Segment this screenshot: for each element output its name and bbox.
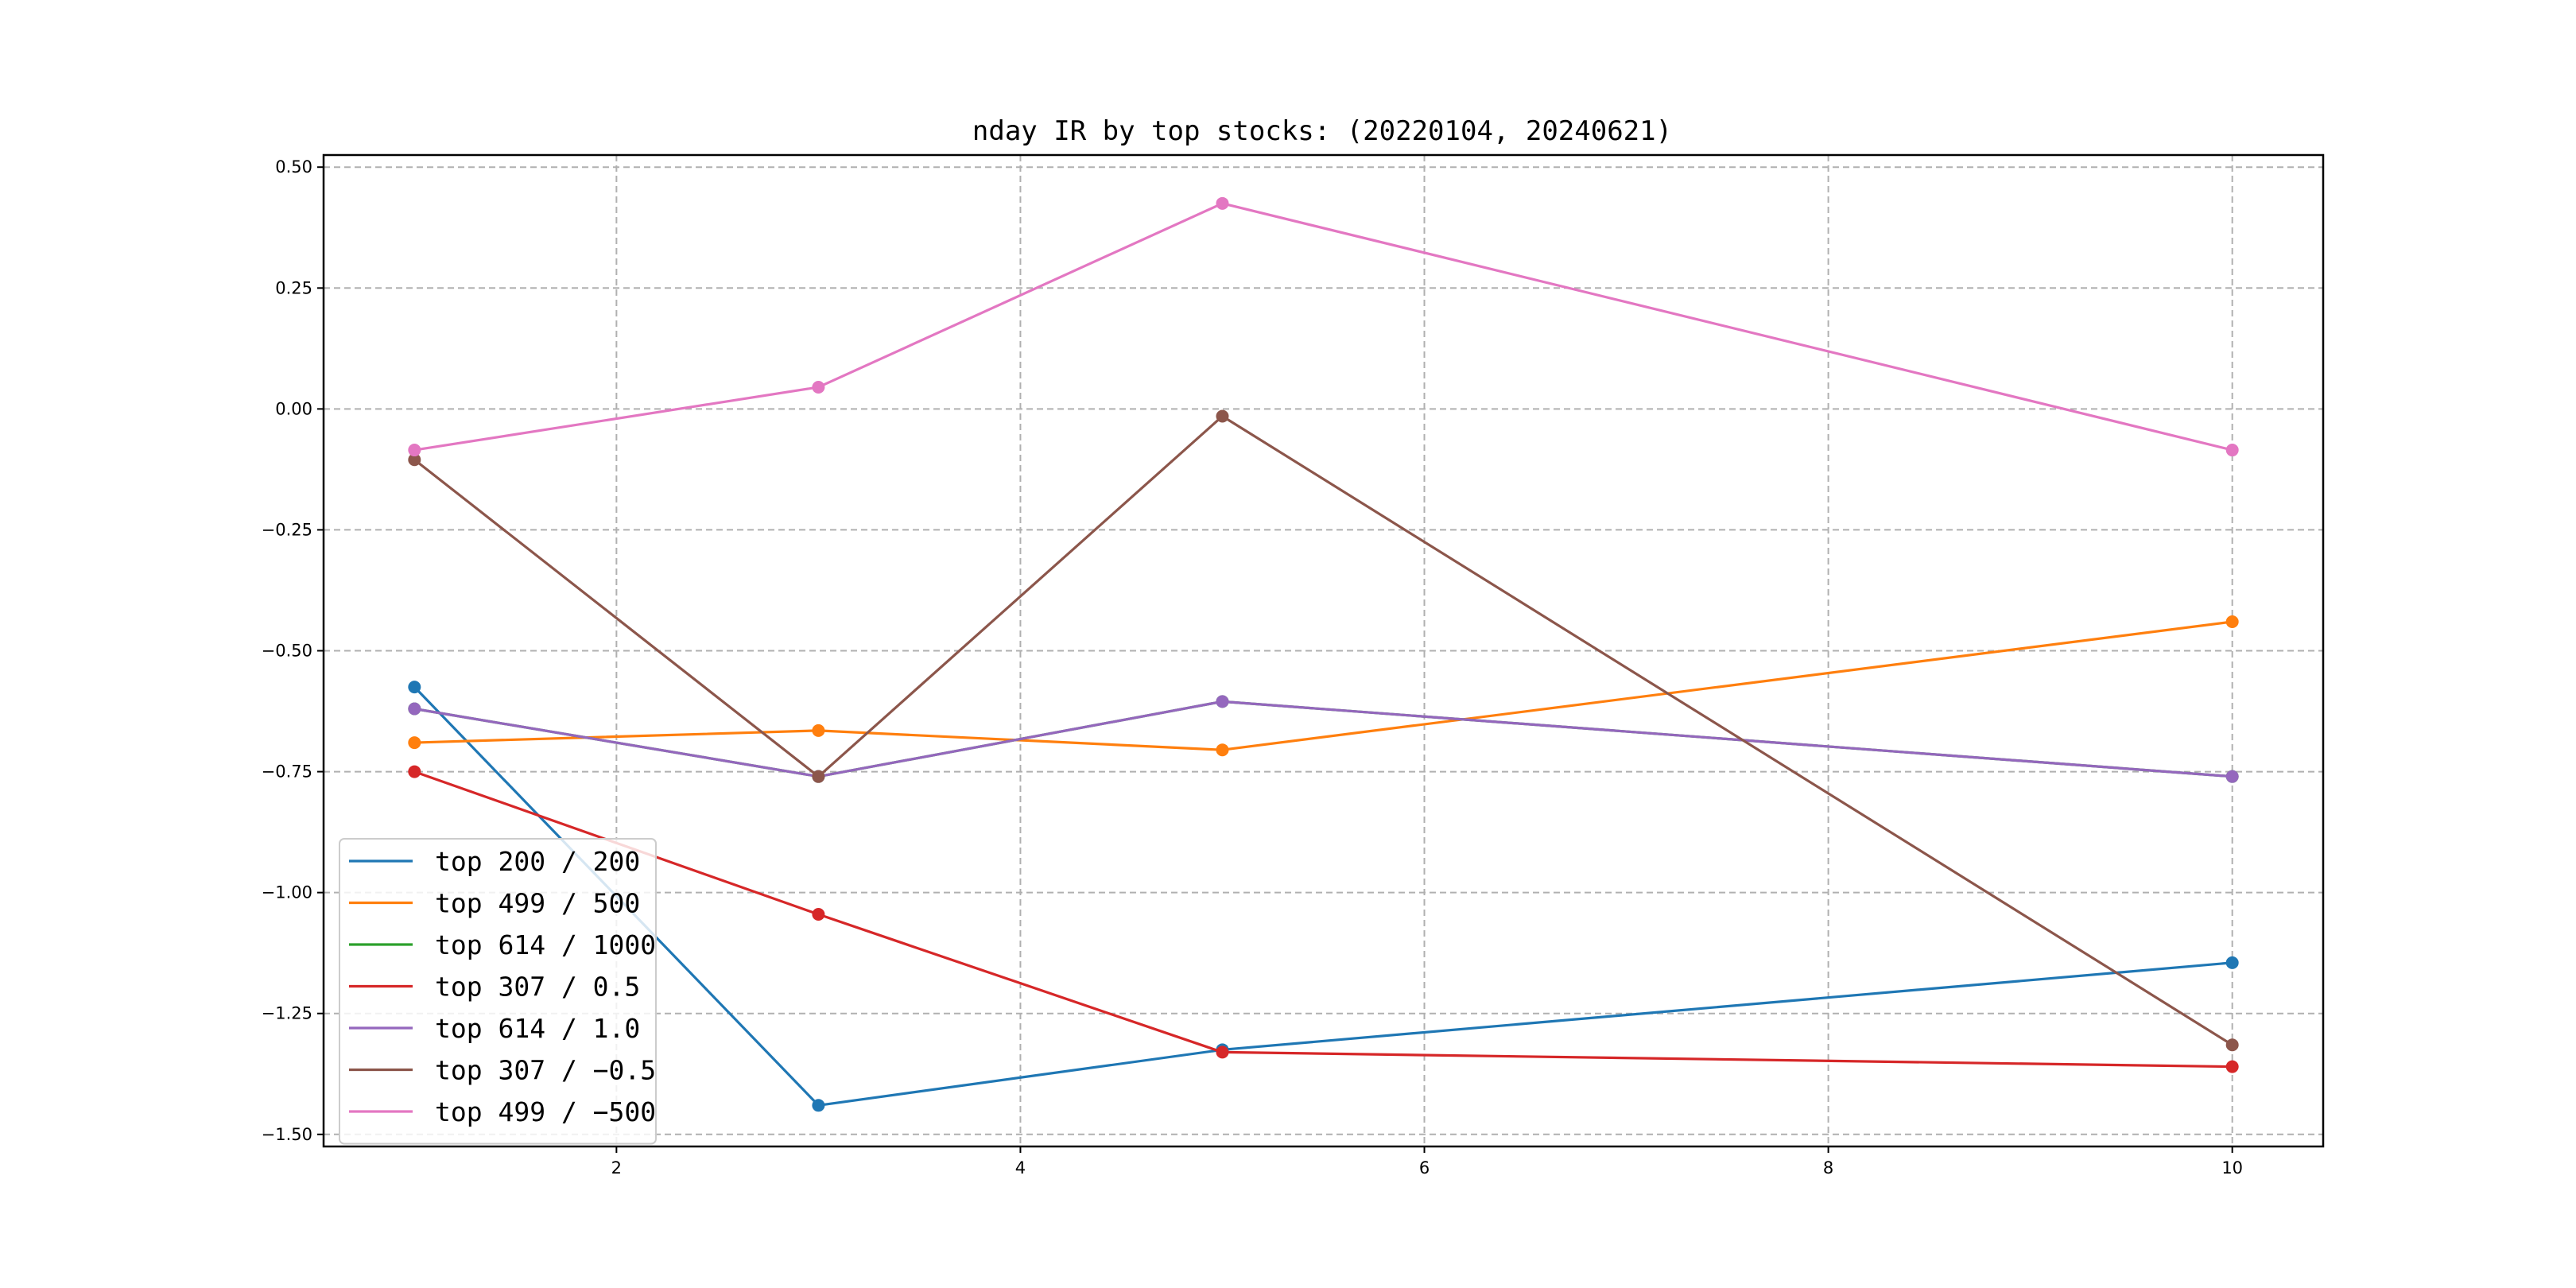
legend-label: top 200 / 200 [435,846,640,877]
series-line [414,202,2233,452]
legend: top 200 / 200 top 499 / 500 top 614 / 1000… [339,838,657,1145]
y-axis: 0.50 0.25 0.00 −0.25 −0.50 −0.75 −1.00 −1.25 −1.… [262,157,324,1144]
y-tick-label: −0.75 [262,762,312,782]
y-tick-label: 0.50 [275,157,312,177]
data-point [2225,615,2239,629]
series-1 [408,681,2239,1112]
series-7 [408,196,2239,457]
series-line [414,700,2233,778]
series-6 [408,409,2239,1052]
data-point [812,380,825,394]
y-tick-label: 0.25 [275,278,312,297]
y-tick-label: 0.00 [275,399,312,418]
data-point [2225,956,2239,969]
data-point [812,1099,825,1112]
data-point [408,765,421,778]
y-tick-label: −0.25 [262,520,312,539]
legend-label: top 614 / 1.0 [435,1013,640,1044]
data-point [812,724,825,737]
legend-label: top 499 / −500 [435,1096,656,1127]
data-point [2225,1060,2239,1073]
x-tick-label: 4 [1015,1158,1026,1177]
data-point [408,453,421,467]
series-4 [408,765,2239,1073]
x-tick-label: 10 [2221,1158,2243,1177]
data-point [408,736,421,750]
series-layer [408,196,2239,1112]
x-tick-label: 6 [1419,1158,1430,1177]
y-tick-label: −1.00 [262,883,312,902]
data-point [1216,196,1229,210]
series-line [414,620,2233,751]
data-point [408,444,421,457]
series-line [414,700,2233,778]
legend-box [339,838,657,1145]
data-point [2225,770,2239,783]
legend-label: top 307 / 0.5 [435,972,640,1003]
data-point [1216,695,1229,708]
chart-title: nday IR by top stocks: (20220104, 202406… [972,115,1672,147]
x-tick-label: 2 [611,1158,622,1177]
data-point [1216,409,1229,423]
data-point [408,702,421,716]
series-2 [408,615,2239,757]
data-point [408,681,421,694]
data-point [2225,1038,2239,1052]
y-tick-label: −0.50 [262,642,312,661]
data-point [1216,743,1229,757]
legend-label: top 307 / −0.5 [435,1055,656,1086]
data-point [812,908,825,921]
series-line [413,770,2233,1069]
y-tick-label: −1.50 [262,1125,312,1144]
x-axis: 2 4 6 8 10 [611,1146,2243,1177]
legend-label: top 614 / 1000 [435,929,656,960]
series-line [413,414,2233,1046]
legend-label: top 499 / 500 [435,888,640,919]
series-5 [408,695,2239,783]
data-point [812,770,825,783]
series-line [413,686,2233,1107]
y-tick-label: −1.25 [262,1004,312,1023]
x-tick-label: 8 [1823,1158,1833,1177]
data-point [1216,1046,1229,1059]
data-point [2225,444,2239,457]
